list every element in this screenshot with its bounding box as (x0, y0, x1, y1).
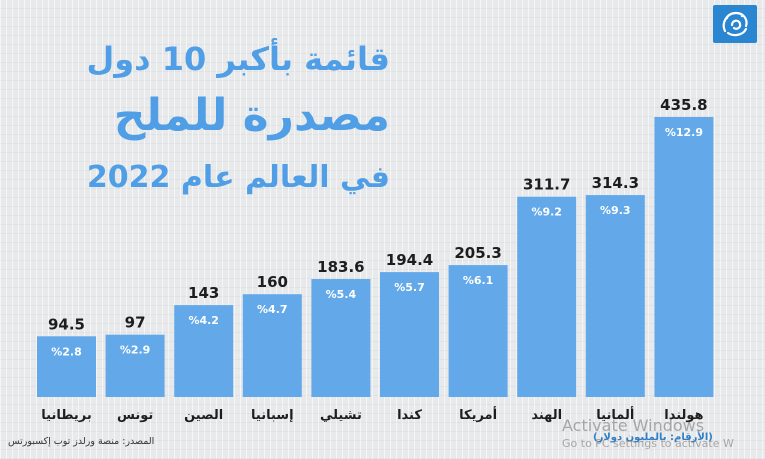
bar-value-label: 94.5 (48, 315, 85, 333)
category-label: بريطانيا (41, 408, 91, 423)
watermark-line-2: Go to PC settings to activate W (562, 437, 734, 450)
bar (380, 272, 439, 397)
bar-value-label: 435.8 (660, 96, 707, 114)
bar-percent-label: %2.8 (51, 345, 82, 358)
bar (654, 116, 714, 397)
bar (517, 196, 577, 397)
bar-value-label: 160 (257, 273, 288, 291)
bar-percent-label: %4.7 (257, 303, 288, 316)
bar (37, 336, 96, 397)
bar (311, 279, 371, 397)
chart-title-line-1: قائمة بأكبر 10 دول (86, 40, 390, 78)
bar-value-label: 143 (188, 284, 219, 302)
chart-title-line-2: مصدرة للملح (113, 90, 390, 141)
bar (174, 305, 234, 397)
bar-value-label: 314.3 (592, 174, 639, 192)
category-label: أمريكا (459, 406, 497, 423)
category-label: الهند (531, 408, 562, 423)
bar-percent-label: %9.3 (600, 204, 631, 217)
bar (242, 294, 302, 397)
watermark-line-1: Activate Windows (562, 416, 705, 435)
category-label: الصين (184, 408, 223, 423)
source-note: المصدر: منصة ورلدز توب إكسبورتس (8, 436, 155, 447)
category-label: إسبانيا (251, 408, 294, 423)
bar-percent-label: %5.7 (394, 281, 425, 294)
category-label: تشيلي (320, 408, 362, 423)
bar-percent-label: %9.2 (531, 206, 562, 219)
bar-value-label: 97 (125, 314, 146, 332)
bar-value-label: 205.3 (454, 244, 501, 262)
al-jazeera-logo-icon (713, 5, 757, 43)
bar-percent-label: %6.1 (463, 274, 494, 287)
category-label: ألمانيا (596, 406, 634, 423)
units-note: (الأرقام: بالمليون دولار) (593, 432, 713, 443)
bar-percent-label: %2.9 (120, 344, 151, 357)
bar (585, 195, 645, 397)
activate-windows-watermark: Activate Windows Go to PC settings to ac… (562, 416, 734, 450)
bar-percent-label: %4.2 (188, 314, 219, 327)
bar-value-label: 194.4 (386, 251, 433, 269)
bar-value-label: 311.7 (523, 176, 570, 194)
bar-value-label: 183.6 (317, 258, 364, 276)
bar (105, 334, 165, 397)
category-label: كندا (397, 408, 422, 423)
bar-percent-label: %12.9 (665, 126, 703, 139)
category-label: هولندا (664, 408, 703, 423)
bar (448, 265, 508, 397)
category-label: تونس (117, 408, 153, 423)
chart-title-line-3: في العالم عام 2022 (86, 160, 390, 195)
bar-percent-label: %5.4 (326, 288, 357, 301)
